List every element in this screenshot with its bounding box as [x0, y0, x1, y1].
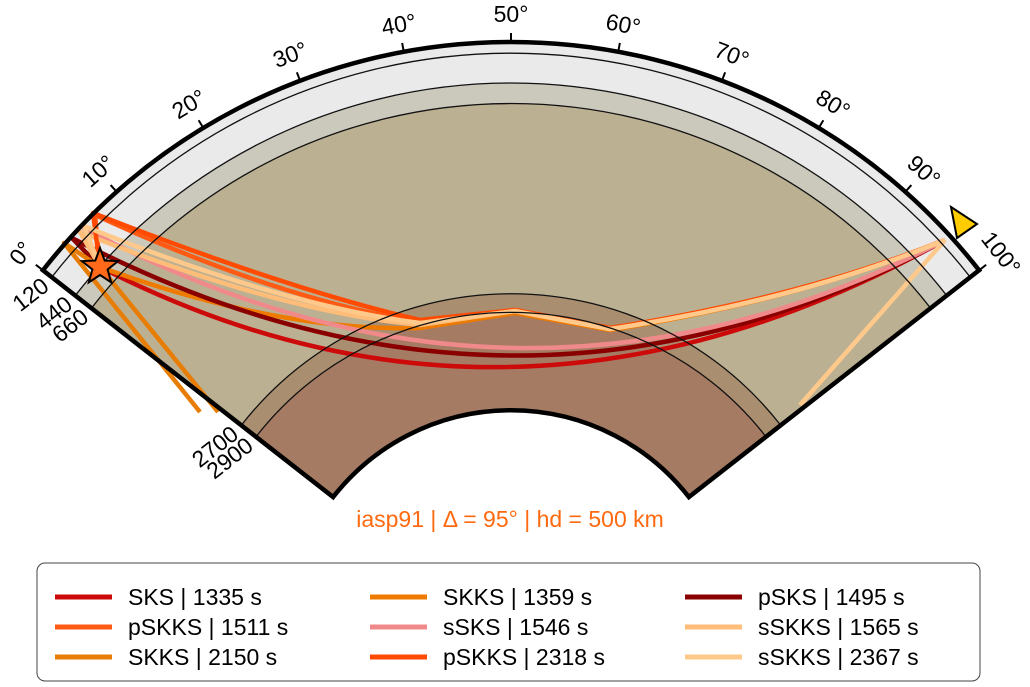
angle-tick [817, 119, 825, 129]
legend-label: pSKS | 1495 s [758, 584, 905, 610]
ray-path [69, 235, 947, 358]
angle-tick-label: 70° [711, 36, 753, 73]
legend-label: sSKKS | 2367 s [758, 644, 919, 670]
angle-tick-label: 20° [167, 84, 210, 124]
angle-tick-label: 100° [976, 226, 1026, 279]
depth-line [90, 102, 932, 309]
angle-tick [401, 42, 405, 52]
angle-tick-label: 60° [604, 8, 643, 40]
legend-label: pSKKS | 1511 s [128, 614, 288, 640]
legend-box [36, 562, 981, 682]
receiver-triangle [949, 204, 979, 240]
angle-tick-label: 50° [494, 1, 529, 27]
depth-line [240, 293, 782, 426]
angle-tick-label: 90° [902, 150, 945, 193]
angle-tick-label: 0° [4, 236, 38, 269]
legend-label: sSKKS | 1565 s [758, 614, 919, 640]
angle-tick-label: 40° [379, 8, 418, 40]
angle-tick [35, 263, 44, 272]
angle-tick [978, 263, 987, 272]
angle-tick [109, 184, 118, 193]
legend-label: sSKS | 1546 s [443, 614, 588, 640]
depth-line [74, 82, 948, 296]
depth-line [255, 311, 767, 438]
layer [42, 42, 980, 296]
angle-tick-label: 30° [269, 36, 311, 73]
angle-tick [720, 71, 727, 82]
depth-line [51, 52, 971, 278]
legend-label: SKKS | 1359 s [443, 584, 592, 610]
angle-tick [617, 42, 621, 52]
legend-label: SKS | 1335 s [128, 584, 262, 610]
angle-tick [904, 184, 913, 193]
angle-tick-label: 10° [76, 150, 119, 193]
angle-tick [197, 119, 205, 129]
outline [39, 39, 983, 501]
legend-label: SKKS | 2150 s [128, 644, 277, 670]
ray-path [81, 225, 947, 351]
ray-path [81, 223, 947, 407]
legend: SKS | 1335 s SKKS | 1359 s pSKS | 1495 s pS… [55, 584, 919, 670]
angle-tick-label: 80° [812, 84, 855, 124]
angle-tick [295, 71, 302, 82]
layer [75, 83, 947, 309]
source-star [79, 245, 121, 285]
caption: iasp91 | Δ = 95° | hd = 500 km [356, 506, 664, 532]
legend-label: pSKKS | 2318 s [443, 644, 605, 670]
